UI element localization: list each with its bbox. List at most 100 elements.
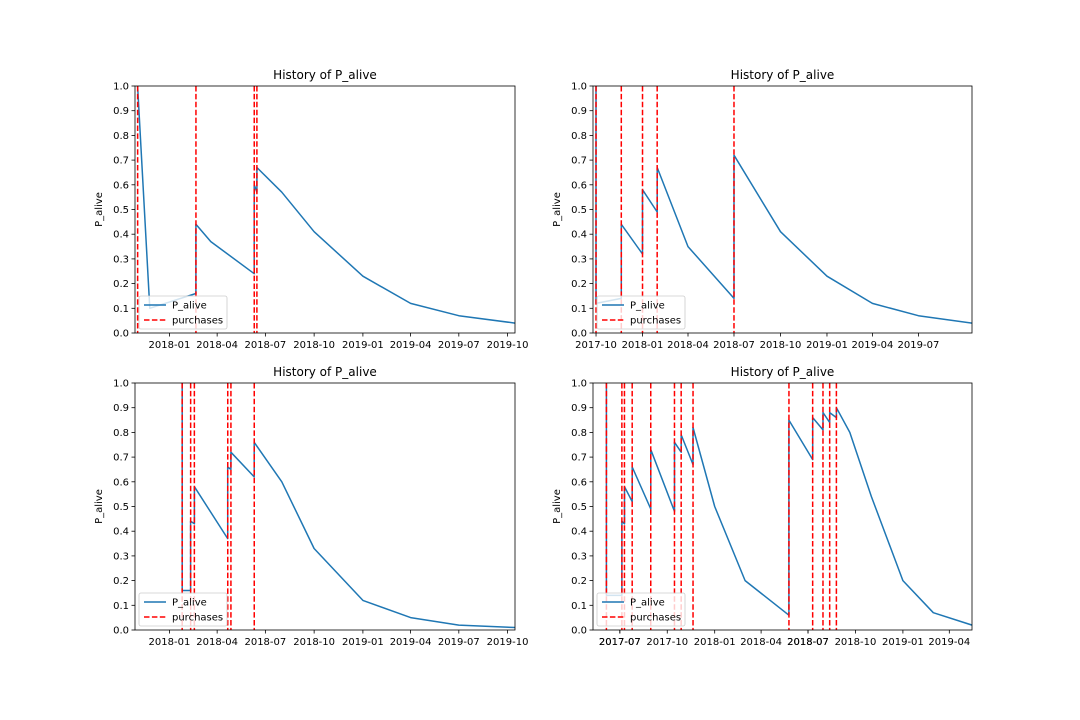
x-tick-label: 2017-10 <box>646 637 688 648</box>
legend-label: purchases <box>172 613 223 624</box>
y-axis-label: P_alive <box>552 192 563 227</box>
x-tick-label: 2017-07 <box>599 637 641 648</box>
legend-label: purchases <box>630 613 681 624</box>
y-tick-label: 0.2 <box>571 576 587 587</box>
y-tick-label: 0.0 <box>113 626 129 637</box>
y-tick-label: 0.3 <box>571 551 587 562</box>
chart-panel: History of P_alive P_alive 0.0 0.1 0.2 0.3 0.4… <box>552 68 973 351</box>
y-tick-label: 1.0 <box>113 379 129 390</box>
chart-title: History of P_alive <box>731 365 835 379</box>
y-tick-label: 0.5 <box>571 205 587 216</box>
y-axis-label: P_alive <box>552 489 563 524</box>
y-tick-label: 0.1 <box>571 601 587 612</box>
y-tick-label: 1.0 <box>571 82 587 93</box>
y-tick-label: 0.4 <box>571 527 587 538</box>
x-tick-label: 2018-07 <box>244 637 286 648</box>
y-tick-label: 0.3 <box>113 254 129 265</box>
y-tick-label: 0.2 <box>113 279 129 290</box>
y-tick-label: 0.8 <box>113 428 129 439</box>
x-tick-label: 2018-04 <box>196 340 238 351</box>
y-tick-label: 0.6 <box>571 180 587 191</box>
p-alive-line <box>595 86 972 324</box>
chart-panel: History of P_alive P_alive 0.0 0.1 0.2 0.3 0.4… <box>94 68 528 351</box>
y-tick-label: 0.3 <box>113 551 129 562</box>
axes-frame <box>134 85 516 334</box>
x-tick-label: 2019-04 <box>390 637 432 648</box>
legend-label: P_alive <box>630 301 665 312</box>
chart-title: History of P_alive <box>273 365 377 379</box>
x-tick-label: 2019-07 <box>438 637 480 648</box>
y-tick-label: 1.0 <box>571 379 587 390</box>
y-axis-label: P_alive <box>94 489 105 524</box>
y-tick-label: 0.1 <box>571 304 587 315</box>
y-tick-label: 0.4 <box>571 230 587 241</box>
x-tick-label: 2019-01 <box>882 637 924 648</box>
x-tick-label: 2019-07 <box>898 340 940 351</box>
y-tick-label: 0.2 <box>571 279 587 290</box>
y-tick-label: 0.4 <box>113 527 129 538</box>
chart-panel: History of P_alive P_alive 0.0 0.1 0.2 0.3 0.4… <box>94 365 528 648</box>
y-tick-label: 0.5 <box>571 502 587 513</box>
x-tick-label: 2018-07 <box>244 340 286 351</box>
x-tick-label: 2019-01 <box>342 340 384 351</box>
y-tick-label: 0.3 <box>571 254 587 265</box>
y-tick-label: 0.4 <box>113 230 129 241</box>
x-tick-label: 2019-01 <box>342 637 384 648</box>
legend-label: purchases <box>630 316 681 327</box>
axes-frame <box>592 85 973 334</box>
x-tick-label: 2019-04 <box>390 340 432 351</box>
x-tick-label: 2018-10 <box>293 637 335 648</box>
p-alive-line <box>181 383 515 629</box>
axes-frame <box>134 382 516 631</box>
plot-area <box>181 383 515 630</box>
y-tick-label: 0.8 <box>113 131 129 142</box>
y-tick-label: 0.8 <box>571 428 587 439</box>
x-tick-label: 2018-04 <box>196 637 238 648</box>
x-tick-label: 2019-01 <box>806 340 848 351</box>
x-tick-label: 2018-07 <box>713 340 755 351</box>
plot-area <box>605 383 972 630</box>
y-tick-label: 0.7 <box>113 156 129 167</box>
x-tick-label: 2018-10 <box>760 340 802 351</box>
x-tick-label: 2018-07 <box>787 637 829 648</box>
chart-panel: History of P_alive P_alive 0.0 0.1 0.2 0.3 0.4… <box>552 365 973 648</box>
y-tick-label: 0.6 <box>113 477 129 488</box>
y-tick-label: 0.9 <box>571 106 587 117</box>
x-tick-label: 2018-07 <box>787 637 829 648</box>
x-tick-label: 2019-04 <box>852 340 894 351</box>
y-tick-label: 0.6 <box>113 180 129 191</box>
x-tick-label: 2018-01 <box>694 637 736 648</box>
x-tick-label: 2017-10 <box>575 340 617 351</box>
x-tick-label: 2019-04 <box>928 637 970 648</box>
y-tick-label: 0.6 <box>571 477 587 488</box>
x-tick-label: 2017-07 <box>599 637 641 648</box>
x-tick-label: 2018-01 <box>149 340 191 351</box>
p-alive-line <box>136 86 515 324</box>
x-tick-label: 2019-10 <box>487 637 529 648</box>
x-tick-label: 2018-01 <box>149 637 191 648</box>
x-tick-label: 2018-01 <box>622 340 664 351</box>
legend-label: P_alive <box>630 598 665 609</box>
chart-title: History of P_alive <box>273 68 377 82</box>
y-tick-label: 0.7 <box>571 453 587 464</box>
y-tick-label: 1.0 <box>113 82 129 93</box>
y-tick-label: 0.9 <box>113 106 129 117</box>
y-tick-label: 0.7 <box>113 453 129 464</box>
x-tick-label: 2018-10 <box>835 637 877 648</box>
axes-frame <box>592 382 973 631</box>
x-tick-label: 2019-07 <box>438 340 480 351</box>
y-tick-label: 0.0 <box>113 329 129 340</box>
y-tick-label: 0.0 <box>571 626 587 637</box>
x-tick-label: 2019-10 <box>487 340 529 351</box>
y-tick-label: 0.9 <box>571 403 587 414</box>
legend-label: purchases <box>172 316 223 327</box>
y-tick-label: 0.7 <box>571 156 587 167</box>
legend-label: P_alive <box>172 301 207 312</box>
y-tick-label: 0.1 <box>113 601 129 612</box>
y-tick-label: 0.0 <box>571 329 587 340</box>
legend-label: P_alive <box>172 598 207 609</box>
y-axis-label: P_alive <box>94 192 105 227</box>
chart-title: History of P_alive <box>731 68 835 82</box>
plot-area <box>136 86 515 333</box>
